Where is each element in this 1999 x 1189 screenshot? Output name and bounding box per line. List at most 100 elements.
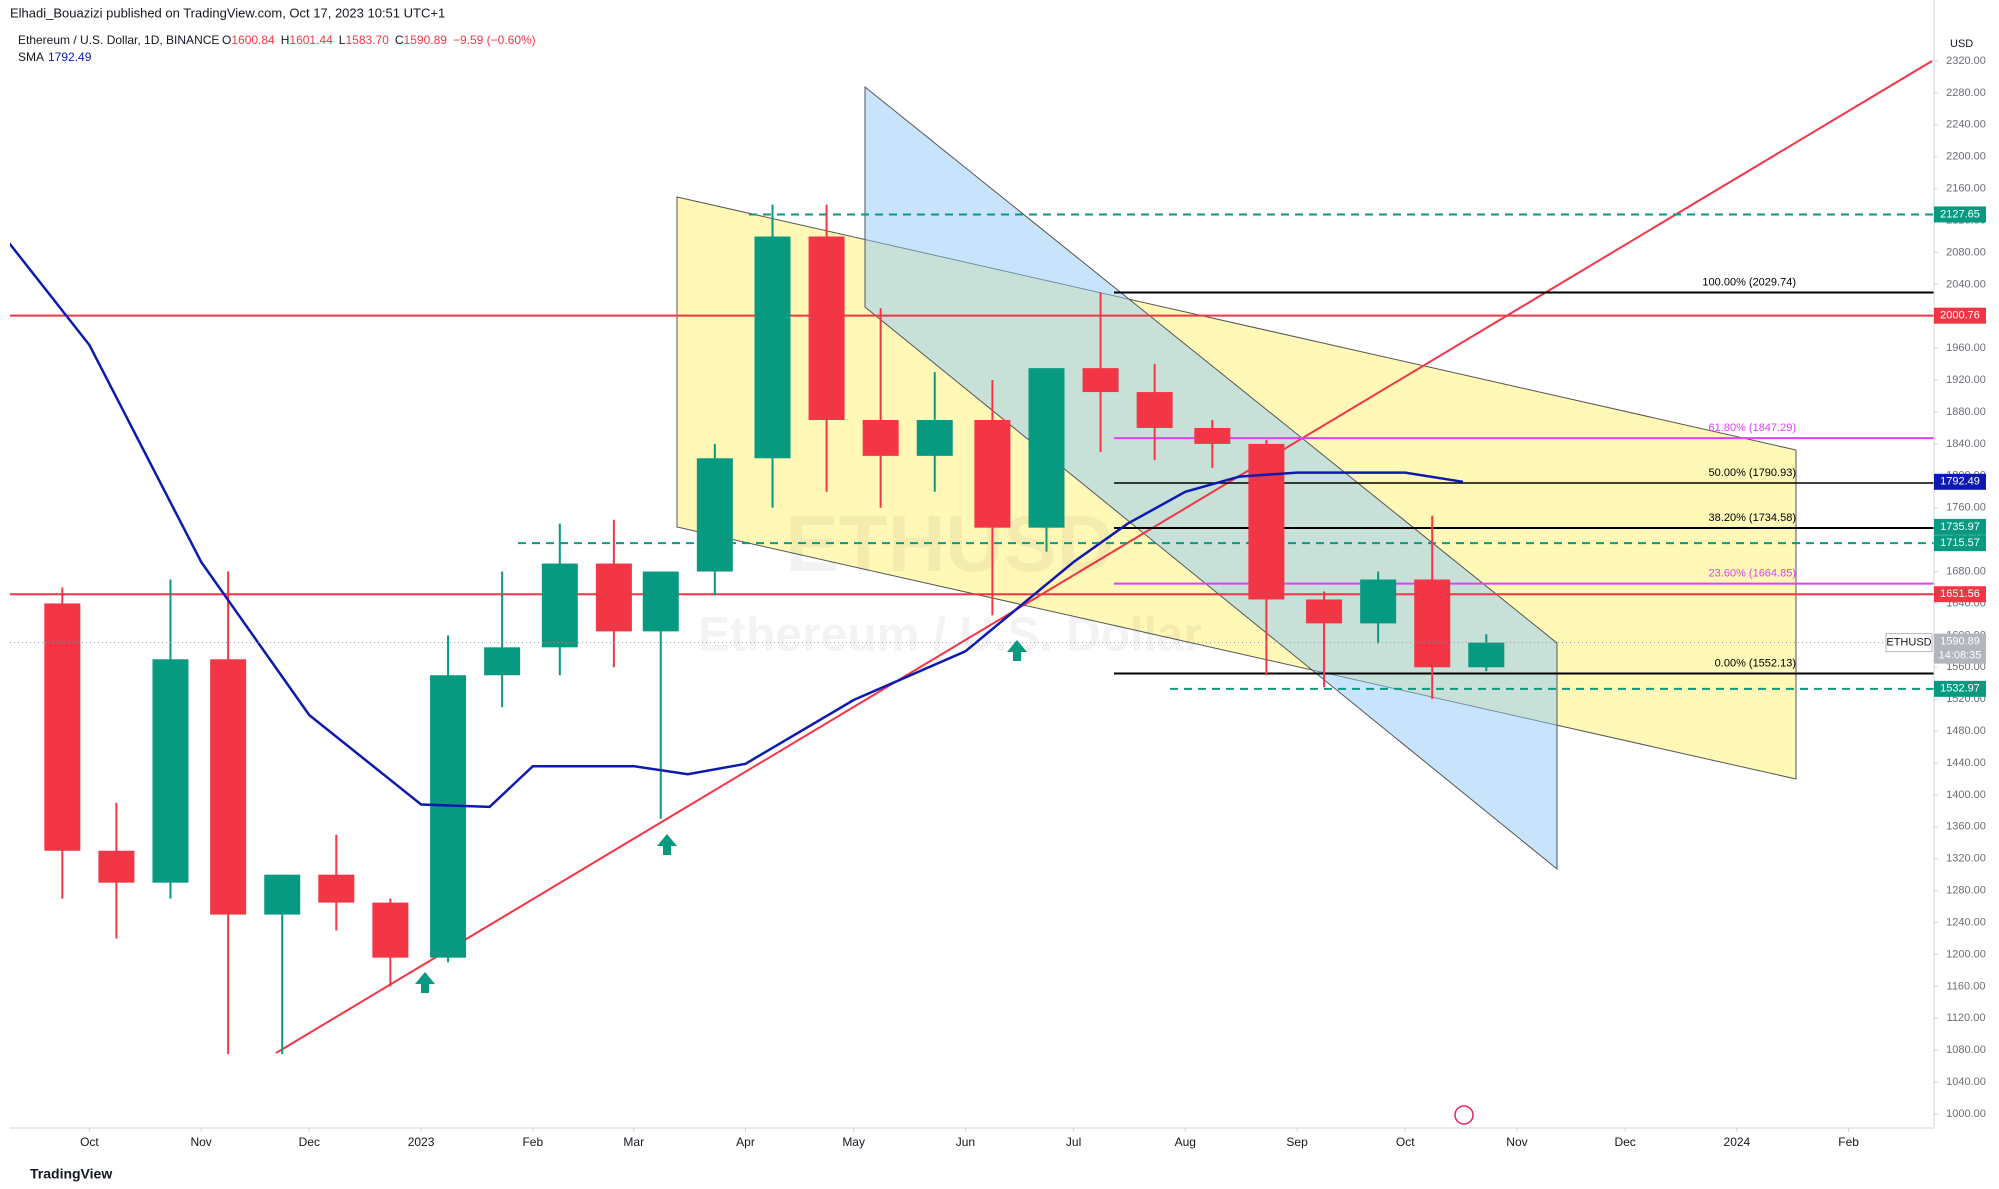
candle-body bbox=[541, 563, 578, 648]
price-label: 1651.56 bbox=[1940, 588, 1980, 600]
candle-body bbox=[642, 571, 679, 632]
y-tick-label: 1840.00 bbox=[1946, 438, 1986, 450]
y-tick-label: 1960.00 bbox=[1946, 342, 1986, 354]
y-tick-label: 1480.00 bbox=[1946, 725, 1986, 737]
arrow bbox=[657, 834, 677, 855]
candle-body bbox=[430, 675, 467, 958]
candle-body bbox=[696, 458, 733, 572]
fib-label: 23.60% (1664.85) bbox=[1709, 568, 1796, 580]
y-tick-label: 1080.00 bbox=[1946, 1044, 1986, 1056]
price-label-bg bbox=[1934, 307, 1986, 324]
ohlc-value: 1590.89 bbox=[404, 33, 448, 47]
currency: USD bbox=[1950, 38, 1973, 50]
legend-ohlc: O1600.84 H1601.44 L1583.70 C1590.89 −9.59 (−… bbox=[222, 33, 536, 47]
ohlc-key: L bbox=[339, 33, 346, 47]
price-label: 1735.97 bbox=[1940, 521, 1980, 533]
candle-body bbox=[318, 874, 355, 903]
candle-body bbox=[1194, 427, 1231, 444]
footer: TradingView bbox=[30, 1166, 112, 1182]
watermark: Ethereum / U.S. Dollar bbox=[698, 609, 1202, 662]
x-tick-label: 2023 bbox=[408, 1135, 435, 1149]
y-tick-label: 1200.00 bbox=[1946, 948, 1986, 960]
candle-body bbox=[98, 850, 135, 883]
y-tick-label: 1240.00 bbox=[1946, 916, 1986, 928]
ohlc-key: O bbox=[222, 33, 231, 47]
y-tick-label: 1880.00 bbox=[1946, 406, 1986, 418]
countdown: 14:08:35 bbox=[1939, 650, 1982, 662]
candle-body bbox=[1414, 579, 1451, 668]
candle-body bbox=[1248, 443, 1285, 600]
price-label-bg bbox=[1934, 535, 1986, 552]
x-tick-label: Feb bbox=[1838, 1135, 1859, 1149]
price-label-bg bbox=[1934, 633, 1986, 664]
candle-body bbox=[595, 563, 632, 632]
y-tick-label: 2240.00 bbox=[1946, 119, 1986, 131]
x-tick-label: Feb bbox=[522, 1135, 543, 1149]
price-label-bg bbox=[1934, 206, 1986, 223]
y-tick-label: 2280.00 bbox=[1946, 87, 1986, 99]
candle-body bbox=[372, 902, 409, 958]
plot: ETHUSD Ethereum / U.S. Dollar 100.00% (202… bbox=[10, 204, 1934, 1055]
x-tick-label: Oct bbox=[80, 1135, 99, 1149]
x-tick-label: Oct bbox=[1396, 1135, 1415, 1149]
candle-body bbox=[484, 647, 521, 676]
candle-body bbox=[152, 659, 189, 883]
price-label-bg bbox=[1934, 518, 1986, 535]
x-tick-label: Aug bbox=[1175, 1135, 1196, 1149]
sma-line bbox=[10, 242, 1464, 809]
candle-body bbox=[1360, 579, 1397, 624]
legend-sma: SMA bbox=[18, 50, 44, 64]
x-tick-label: Apr bbox=[736, 1135, 755, 1149]
event-icon[interactable] bbox=[1454, 1105, 1474, 1125]
ohlc-value: 1601.44 bbox=[289, 33, 333, 47]
x-tick-label: Jul bbox=[1066, 1135, 1081, 1149]
fib-label: 61.80% (1847.29) bbox=[1709, 422, 1796, 434]
price-label: 1792.49 bbox=[1940, 476, 1980, 488]
y-tick-label: 1160.00 bbox=[1947, 980, 1986, 992]
x-tick-label: 2024 bbox=[1724, 1135, 1751, 1149]
ohlc-value: 1583.70 bbox=[345, 33, 389, 47]
price-label: 1532.97 bbox=[1940, 683, 1980, 695]
fib-label: 50.00% (1790.93) bbox=[1709, 467, 1796, 479]
candle-body bbox=[754, 236, 791, 459]
x-tick-label: Nov bbox=[190, 1135, 211, 1149]
y-tick-label: 1320.00 bbox=[1946, 853, 1986, 865]
y-tick-label: 1000.00 bbox=[1946, 1108, 1986, 1120]
y-tick-label: 1680.00 bbox=[1946, 565, 1986, 577]
price-label: 1715.57 bbox=[1940, 537, 1980, 549]
candle-body bbox=[44, 603, 81, 851]
price-label-bg bbox=[1934, 680, 1986, 697]
trend-line bbox=[275, 60, 1933, 1054]
y-tick-label: 2200.00 bbox=[1946, 151, 1986, 163]
fib-label: 38.20% (1734.58) bbox=[1709, 512, 1796, 524]
arrow bbox=[1007, 640, 1027, 661]
y-tick-label: 1560.00 bbox=[1946, 661, 1986, 673]
y-tick-label: 1920.00 bbox=[1946, 374, 1986, 386]
candle-body bbox=[210, 659, 247, 915]
candle-body bbox=[1306, 599, 1343, 624]
fib-label: 0.00% (1552.13) bbox=[1715, 657, 1796, 669]
y-tick-label: 1360.00 bbox=[1946, 821, 1986, 833]
y-tick-label: 1440.00 bbox=[1946, 757, 1986, 769]
y-tick-label: 1280.00 bbox=[1946, 885, 1986, 897]
price-label: 1590.89 bbox=[1940, 636, 1980, 648]
price-label-bg bbox=[1934, 473, 1986, 490]
candle-body bbox=[264, 874, 301, 915]
y-tick-label: 1400.00 bbox=[1946, 789, 1986, 801]
legend-sma-value: 1792.49 bbox=[48, 50, 92, 64]
candle-body bbox=[1468, 642, 1505, 668]
y-tick-label: 1120.00 bbox=[1947, 1012, 1986, 1024]
arrows bbox=[415, 640, 1027, 993]
candle-body bbox=[1082, 368, 1119, 393]
candle-body bbox=[1136, 392, 1173, 428]
candle-body bbox=[974, 419, 1011, 528]
ohlc-value: 1600.84 bbox=[231, 33, 275, 47]
y-tick-label: 2040.00 bbox=[1946, 278, 1986, 290]
price-label: 2127.65 bbox=[1940, 208, 1980, 220]
symbol-label: ETHUSD bbox=[1886, 637, 1931, 649]
y-tick-label: 2160.00 bbox=[1946, 183, 1986, 195]
x-tick-label: Sep bbox=[1286, 1135, 1308, 1149]
arrow bbox=[415, 972, 435, 993]
y-tick-label: 2320.00 bbox=[1946, 55, 1986, 67]
